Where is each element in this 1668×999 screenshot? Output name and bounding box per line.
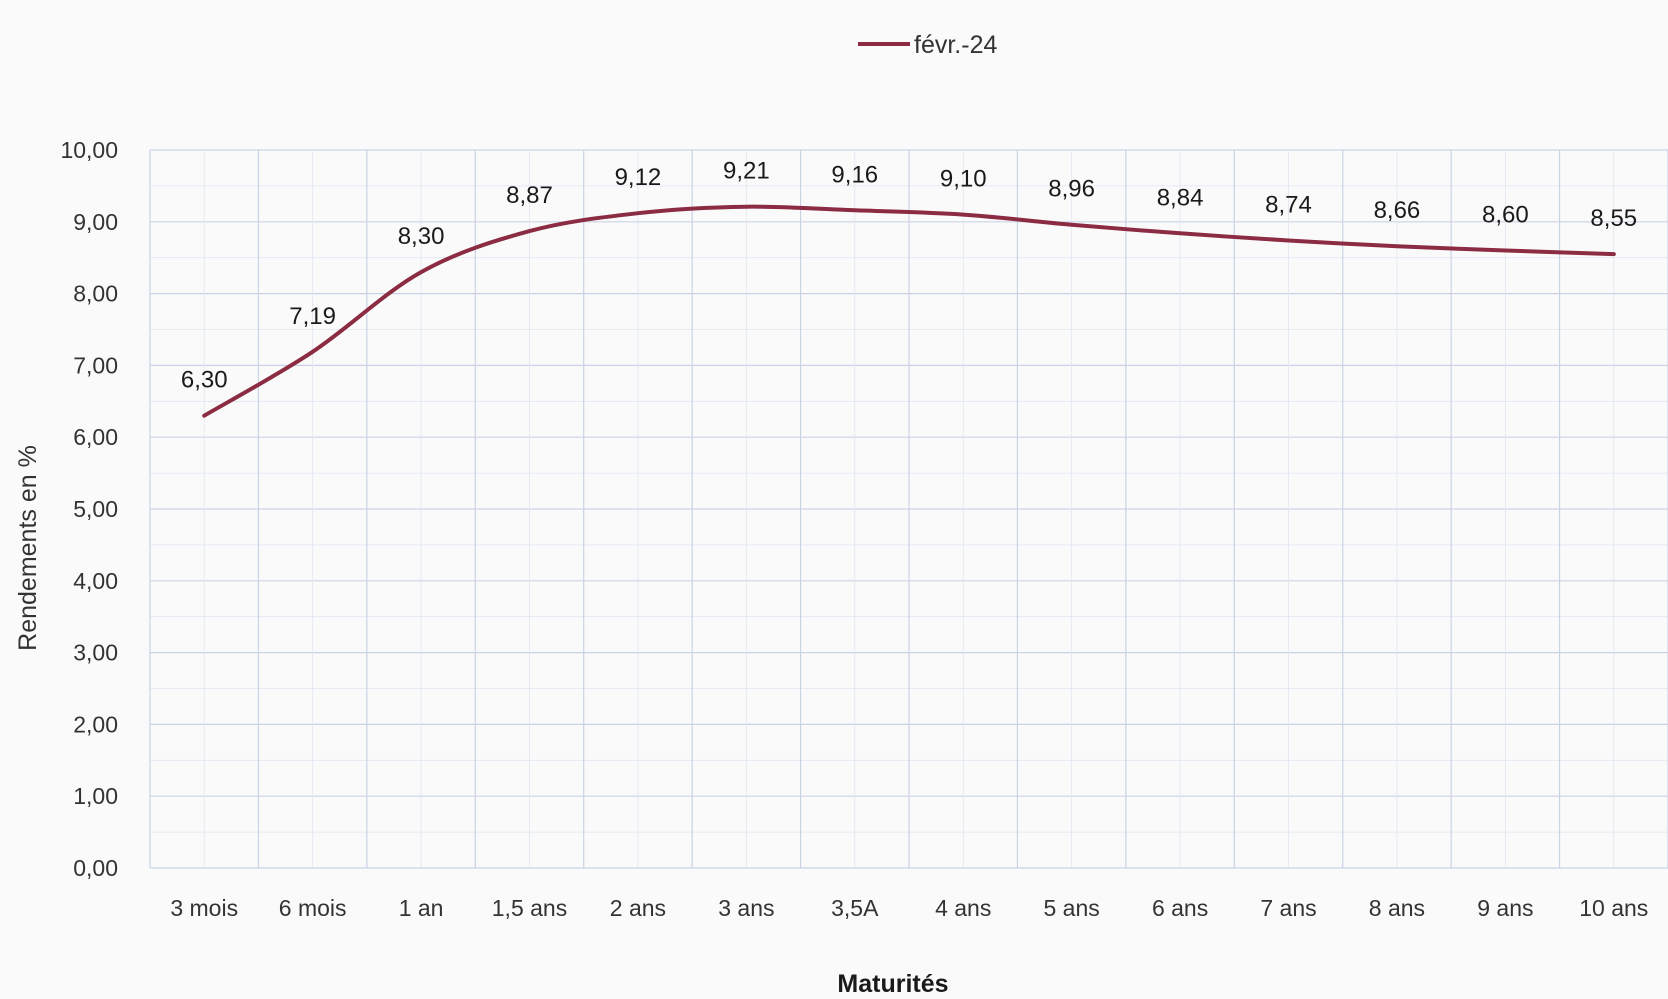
data-label: 9,10 (940, 166, 987, 193)
data-label: 6,30 (181, 367, 228, 394)
x-tick-label: 2 ans (610, 895, 666, 921)
x-tick-label: 5 ans (1044, 895, 1100, 921)
x-axis-title: Maturités (837, 970, 948, 998)
x-tick-label: 10 ans (1579, 895, 1648, 921)
x-tick-label: 9 ans (1477, 895, 1533, 921)
x-axis-ticks: 3 mois 6 mois 1 an 1,5 ans 2 ans 3 ans 3,5A 4 a… (170, 895, 1648, 921)
y-tick-label: 2,00 (73, 711, 118, 737)
legend: févr.-24 (858, 31, 997, 59)
y-axis-title: Rendements en % (14, 445, 42, 651)
y-tick-label: 5,00 (73, 496, 118, 522)
x-tick-label: 4 ans (935, 895, 991, 921)
legend-label: févr.-24 (914, 31, 997, 59)
data-label: 8,66 (1374, 197, 1421, 224)
x-tick-label: 1,5 ans (492, 895, 567, 921)
y-tick-label: 0,00 (73, 855, 118, 881)
y-tick-label: 6,00 (73, 424, 118, 450)
data-label: 8,96 (1048, 176, 1095, 203)
data-label: 8,55 (1590, 205, 1637, 232)
data-labels: 6,30 7,19 8,30 8,87 9,12 9,21 9,16 9,10 8,96 8,84… (181, 158, 1637, 394)
x-tick-label: 8 ans (1369, 895, 1425, 921)
x-tick-label: 3,5A (831, 895, 879, 921)
data-label: 9,12 (615, 164, 662, 191)
data-label: 8,87 (506, 182, 553, 209)
y-tick-label: 7,00 (73, 352, 118, 378)
data-label: 9,16 (831, 161, 878, 188)
y-tick-label: 4,00 (73, 568, 118, 594)
x-tick-label: 3 mois (170, 895, 238, 921)
data-label: 8,74 (1265, 191, 1312, 218)
x-tick-label: 7 ans (1260, 895, 1316, 921)
y-tick-label: 9,00 (73, 209, 118, 235)
x-tick-label: 6 mois (279, 895, 347, 921)
data-label: 7,19 (289, 303, 336, 330)
data-label: 8,84 (1157, 184, 1204, 211)
x-tick-label: 1 an (399, 895, 444, 921)
y-tick-label: 8,00 (73, 281, 118, 307)
series-line (202, 204, 1616, 418)
x-tick-label: 6 ans (1152, 895, 1208, 921)
data-label: 8,60 (1482, 202, 1529, 229)
y-tick-label: 3,00 (73, 640, 118, 666)
grid (149, 149, 1668, 869)
data-label: 9,21 (723, 158, 770, 185)
x-tick-label: 3 ans (718, 895, 774, 921)
series-layer (202, 204, 1616, 418)
y-axis-ticks: 0,00 1,00 2,00 3,00 4,00 5,00 6,00 7,00 8,00 9,00… (60, 137, 118, 881)
y-tick-label: 1,00 (73, 783, 118, 809)
data-label: 8,30 (398, 223, 445, 250)
y-tick-label: 10,00 (60, 137, 118, 163)
